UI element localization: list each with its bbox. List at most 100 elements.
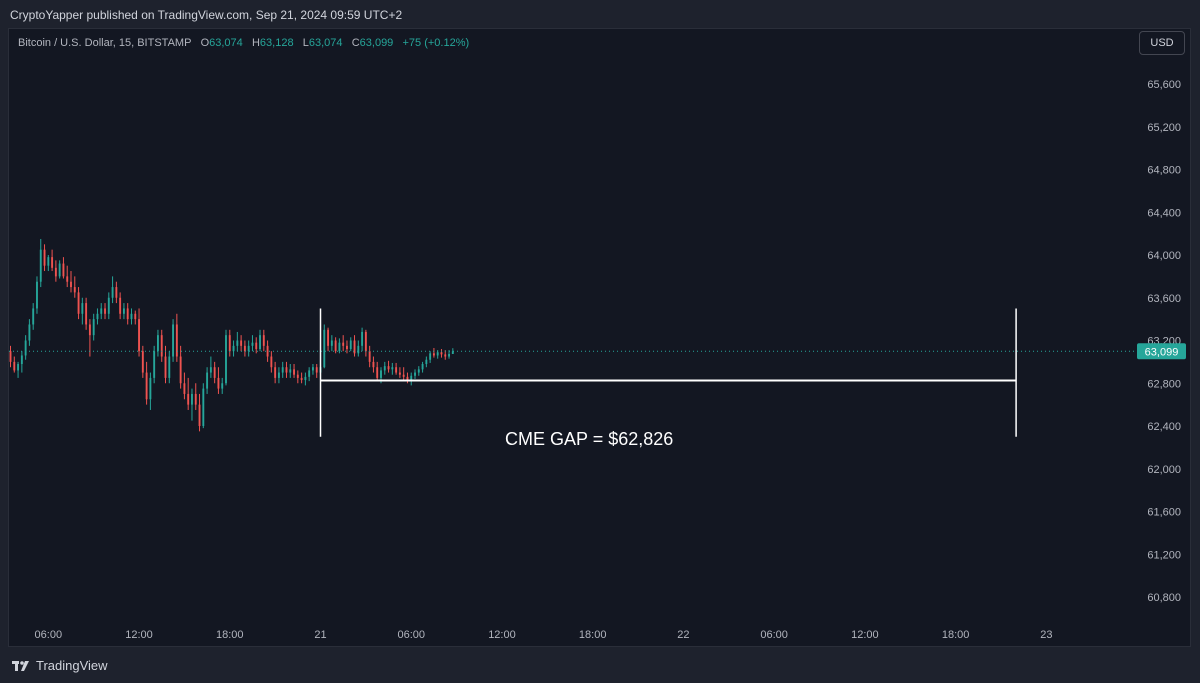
candle	[172, 319, 175, 362]
price-tick-label: 62,000	[1147, 464, 1181, 476]
price-axis: 65,60065,20064,80064,40064,00063,60063,2…	[1137, 79, 1186, 604]
candle	[183, 372, 186, 400]
candle-body	[432, 353, 435, 356]
candle-body	[141, 351, 144, 373]
price-tick-label: 60,800	[1147, 592, 1181, 604]
candle	[240, 335, 243, 352]
close-value: 63,099	[359, 37, 394, 49]
candle-body	[209, 367, 212, 373]
candle	[300, 372, 303, 384]
gap-label[interactable]: CME GAP = $62,826	[505, 429, 673, 449]
time-tick-label: 06:00	[760, 629, 788, 641]
candle	[432, 347, 435, 358]
price-tick-label: 63,600	[1147, 293, 1181, 305]
candle	[421, 361, 424, 373]
candle	[160, 329, 163, 362]
candle-body	[187, 393, 190, 405]
currency-button[interactable]: USD	[1139, 31, 1185, 55]
candle-body	[221, 383, 224, 389]
candle	[349, 337, 352, 352]
candle	[281, 361, 284, 378]
candle	[338, 338, 341, 354]
candle	[277, 367, 280, 384]
change-value: +75 (+0.12%)	[402, 37, 470, 49]
time-axis: 06:00 12:00 18:00 21 06:00 12:00 18:00 22 06:00 1…	[35, 629, 1053, 641]
candle	[243, 340, 246, 357]
candle	[149, 372, 152, 410]
candle-body	[24, 340, 27, 356]
open-value: 63,074	[209, 37, 243, 49]
candle-body	[126, 308, 129, 320]
candle-body	[266, 345, 269, 357]
candle	[255, 337, 258, 354]
symbol-legend: Bitcoin / U.S. Dollar, 15, BITSTAMP O63,…	[18, 37, 469, 49]
candle-body	[323, 329, 326, 368]
candle-body	[395, 367, 398, 373]
last-price-badge: 63,099	[1137, 343, 1186, 360]
candle-body	[168, 356, 171, 378]
candle	[308, 367, 311, 382]
candle-body	[58, 263, 61, 277]
candle-body	[436, 352, 439, 356]
candle-body	[17, 364, 20, 371]
candle	[247, 340, 250, 357]
candle	[92, 313, 95, 341]
candle-body	[414, 372, 416, 376]
price-tick-label: 61,200	[1147, 549, 1181, 561]
candle-body	[183, 383, 186, 394]
candle-body	[20, 355, 23, 365]
candle-body	[134, 313, 137, 320]
candle	[175, 313, 178, 362]
candle-body	[130, 313, 133, 320]
candle	[440, 349, 443, 358]
tradingview-logo[interactable]: TradingView	[12, 658, 108, 673]
candle	[43, 244, 46, 272]
chart-pane[interactable]	[8, 28, 1191, 647]
candle	[62, 257, 65, 279]
candle	[262, 329, 265, 352]
candle-body	[368, 351, 371, 362]
candle-body	[251, 342, 254, 346]
candle	[194, 383, 197, 410]
high-value: 63,128	[259, 37, 294, 49]
candle	[327, 327, 330, 352]
candle-body	[28, 324, 31, 341]
time-tick-label: 18:00	[216, 629, 244, 641]
candle	[20, 351, 23, 373]
candle	[221, 377, 224, 394]
price-tick-label: 64,000	[1147, 250, 1181, 262]
candle	[425, 356, 428, 368]
candle	[168, 351, 171, 384]
candle	[134, 310, 137, 325]
candle-body	[172, 324, 175, 357]
candle	[387, 360, 390, 373]
candle	[330, 335, 333, 352]
close-label: C	[351, 37, 360, 49]
candle	[217, 367, 220, 394]
candle	[111, 276, 114, 304]
candle	[315, 364, 318, 378]
candle-body	[346, 345, 348, 350]
candle-body	[32, 308, 35, 325]
candle-body	[334, 340, 337, 352]
candle	[51, 249, 54, 272]
candle-body	[308, 370, 311, 377]
candle-body	[285, 367, 288, 373]
candle-body	[364, 331, 367, 352]
low-label: L	[302, 37, 309, 49]
candle	[141, 345, 144, 378]
candle	[122, 303, 125, 320]
time-tick-label: 12:00	[851, 629, 879, 641]
candle-body	[247, 345, 250, 352]
high-label: H	[251, 37, 260, 49]
candle-body	[66, 276, 69, 282]
candle-body	[311, 367, 314, 371]
candle-body	[217, 377, 220, 389]
candle	[251, 335, 254, 352]
candle	[376, 361, 379, 382]
candle-body	[191, 393, 193, 405]
candle	[39, 238, 42, 288]
candle-body	[77, 292, 80, 314]
candle	[115, 281, 118, 304]
